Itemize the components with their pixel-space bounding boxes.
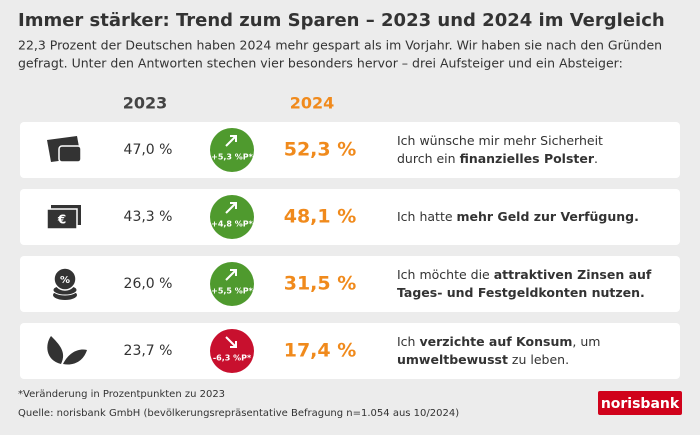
change-badge <box>210 329 254 373</box>
change-label: +5,3 %P* <box>211 153 254 162</box>
reason-text: finanzielles Polster <box>460 151 595 166</box>
column-header: 2024 <box>290 94 335 113</box>
footnote: *Veränderung in Prozentpunkten zu 2023 <box>18 389 225 400</box>
change-badge <box>210 128 254 172</box>
rows: 47,0 % +5,3 %P* 52,3 % Ich wünsche mir mehr… <box>20 122 680 379</box>
reason-line: Tages- und Festgeldkonten nutzen. <box>397 285 645 300</box>
change-arrow <box>225 269 237 281</box>
reason-text: mehr Geld zur Verfügung. <box>457 209 639 224</box>
value-2024: 31,5 % <box>284 273 357 295</box>
value-2024: 52,3 % <box>284 139 357 161</box>
reason-text: zu leben. <box>508 352 569 367</box>
cushion-icon <box>47 136 82 163</box>
logo-box <box>598 391 682 415</box>
reason-line: Ich verzichte auf Konsum, um <box>397 334 600 349</box>
change-arrow <box>225 202 237 214</box>
value-2024: 17,4 % <box>284 340 357 362</box>
subtitle: gefragt. Unter den Antworten stechen vie… <box>18 56 623 71</box>
reason-text: Ich möchte die <box>397 267 494 282</box>
row-card <box>20 256 680 312</box>
value-2023: 26,0 % <box>124 276 173 292</box>
reason-text: Ich hatte <box>397 209 457 224</box>
reason-text: durch ein <box>397 151 460 166</box>
row-card <box>20 189 680 245</box>
source: Quelle: norisbank GmbH (bevölkerungsrepr… <box>18 408 459 419</box>
reason-line: durch ein finanzielles Polster. <box>397 151 598 166</box>
value-2023: 23,7 % <box>124 343 173 359</box>
row-card <box>20 122 680 178</box>
svg-text:%: % <box>60 275 70 286</box>
change-badge <box>210 195 254 239</box>
change-label: +4,8 %P* <box>211 220 254 229</box>
subtitle: 22,3 Prozent der Deutschen haben 2024 me… <box>18 38 662 53</box>
value-2024: 48,1 % <box>284 206 357 228</box>
change-label: +5,5 %P* <box>211 287 254 296</box>
logo: norisbank <box>601 396 680 412</box>
reason-line: Ich hatte mehr Geld zur Verfügung. <box>397 209 639 224</box>
icons: € % <box>46 136 87 365</box>
value-2023: 47,0 % <box>124 142 173 158</box>
row-card <box>20 323 680 379</box>
change-badge <box>210 262 254 306</box>
reason-line: Ich wünsche mir mehr Sicherheit <box>397 133 603 148</box>
reason-text: verzichte auf Konsum <box>419 334 572 349</box>
reason-text: , um <box>572 334 600 349</box>
title: Immer stärker: Trend zum Sparen – 2023 u… <box>18 10 665 31</box>
leaf-icon <box>47 336 87 365</box>
reason-text: Tages- und Festgeldkonten nutzen. <box>397 285 645 300</box>
reason-line: umweltbewusst zu leben. <box>397 352 569 367</box>
reason-text: Ich <box>397 334 419 349</box>
change-arrow <box>225 135 237 147</box>
reason-text: Ich wünsche mir mehr Sicherheit <box>397 133 603 148</box>
reason-line: Ich möchte die attraktiven Zinsen auf <box>397 267 652 282</box>
svg-text:€: € <box>57 213 66 227</box>
money-icon: € <box>46 205 81 230</box>
change-arrow <box>225 336 237 348</box>
reason-text: attraktiven Zinsen auf <box>494 267 652 282</box>
value-2023: 43,3 % <box>124 209 173 225</box>
reason-text: . <box>594 151 598 166</box>
reason-text: umweltbewusst <box>397 352 508 367</box>
coins-icon: % <box>52 267 78 300</box>
column-header: 2023 <box>123 94 168 113</box>
change-label: -6,3 %P* <box>213 354 252 363</box>
